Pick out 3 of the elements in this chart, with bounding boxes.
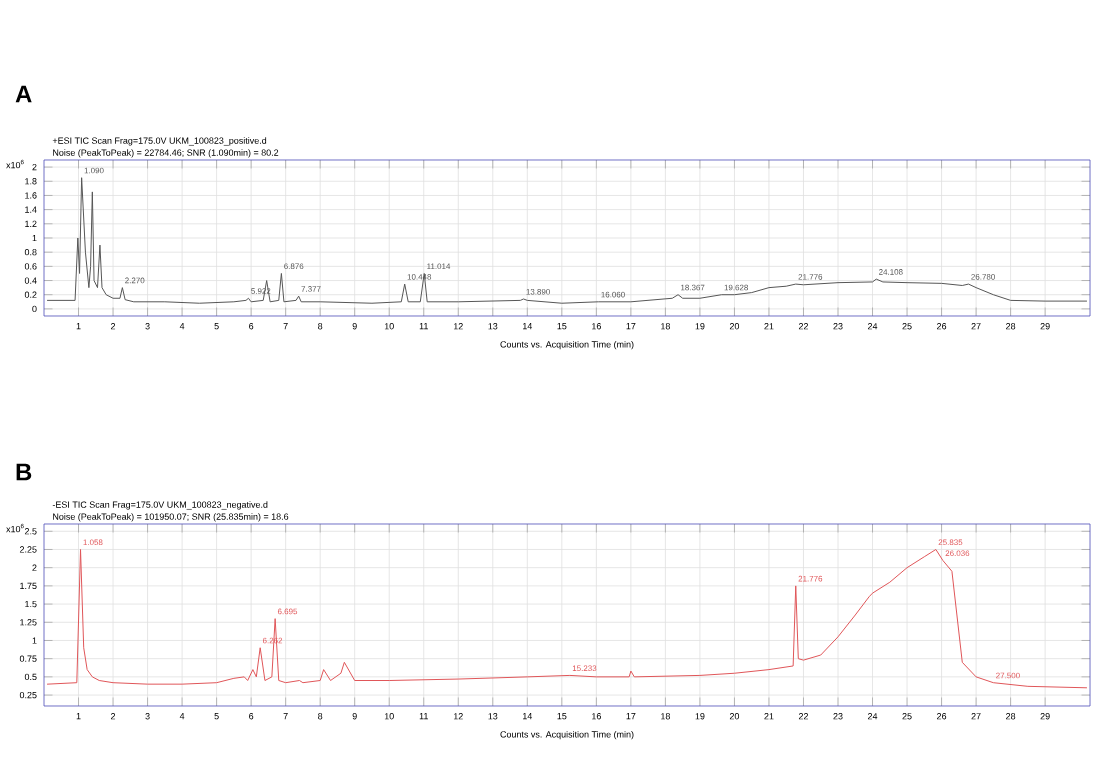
chart-title: A (15, 85, 32, 103)
chart-title: B (16, 463, 32, 481)
line-series (46, 548, 1088, 689)
